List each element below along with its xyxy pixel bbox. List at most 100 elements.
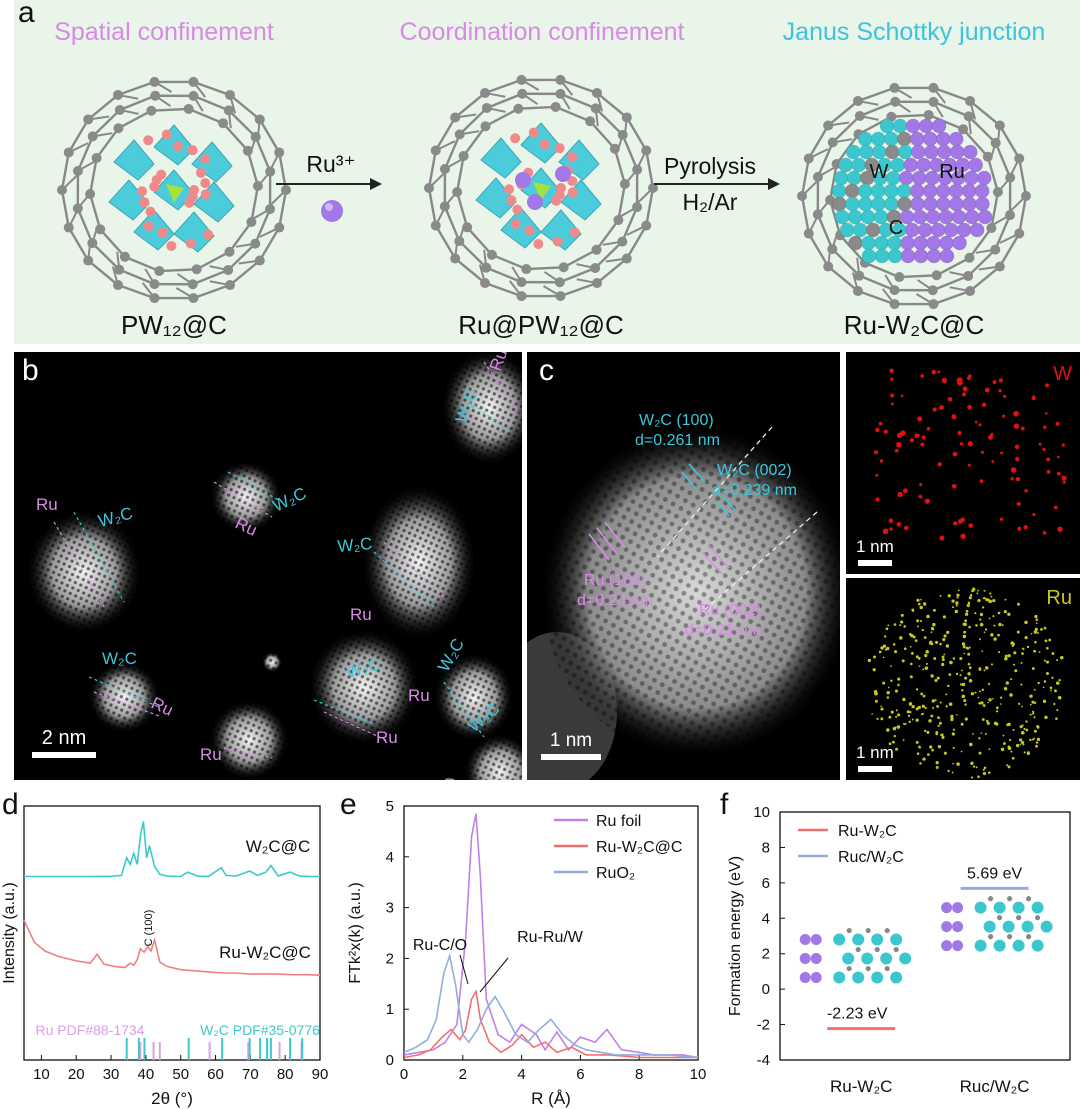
ru-signal-dot [952,762,954,765]
w-atom [873,209,889,225]
ru-signal-dot [991,697,994,700]
panel-c-stem-image: W₂C (100) d=0.261 nm W₂C (002) d=0.239 n… [527,412,840,780]
w-signal-dot [931,369,937,375]
c-atom [1007,934,1013,940]
lattice-fringe [53,521,105,608]
w-signal-dot [1042,447,1046,452]
w-signal-dot [920,374,925,378]
ru-signal-dot [993,721,998,725]
carbon-atom [632,202,643,213]
y-tick-label: -2 [757,1017,770,1034]
carbon-atom [803,153,814,164]
ru-signal-dot [968,679,973,683]
panel-a-illustration: W Ru C Spatial confinement Coordination co… [14,0,1080,344]
carbon-atom [555,88,566,99]
carbon-atom [928,96,939,107]
ru-signal-dot [919,746,921,749]
ru-signal-dot [1004,598,1007,601]
w-signal-dot [926,426,931,431]
w-atom [890,971,903,984]
carbon-atom [265,204,276,215]
y-tick-label: 0 [762,981,770,998]
carbon-atom [1021,191,1031,201]
oxygen-atom [533,238,544,249]
ru-signal-dot [884,648,888,651]
ru-signal-dot [874,699,878,703]
ru-signal-dot [990,595,993,598]
ru-signal-dot [872,668,876,672]
oxygen-atom [554,143,565,154]
ru-signal-dot [919,605,923,610]
carbon-atom [87,238,98,249]
ru-atom [974,183,990,199]
w-signal-dot [909,438,915,443]
carbon-atom [1005,210,1016,221]
ru-signal-dot [1045,671,1050,675]
x-tick-label: 70 [242,1066,259,1083]
ru-signal-dot [1023,751,1026,754]
w-signal-dot [967,404,972,410]
annotation-w2c-100-d: d=0.261 nm [635,432,720,449]
ru-atom [963,170,979,186]
ru-signal-dot [996,706,999,710]
w-signal-dot [924,498,931,504]
carbon-atom [83,114,94,125]
ru-atom [956,222,972,238]
w-signal-dot [956,377,963,384]
ru-signal-dot [892,726,897,731]
ru-signal-dot [915,718,919,722]
carbon-atom [521,264,532,275]
w-atom [1012,939,1025,952]
carbon-atom [83,255,94,266]
ru-signal-dot [1013,651,1017,655]
ru-signal-dot [1021,741,1025,745]
ru-signal-dot [915,740,919,744]
ru-signal-dot [1009,693,1013,697]
carbon-atom [149,293,160,304]
arrow-1-head [370,178,382,190]
ru-signal-dot [964,676,968,680]
ru-signal-dot [964,619,967,623]
w-atom [983,920,996,933]
ru-signal-dot [922,602,927,606]
ru-signal-dot [988,682,991,686]
carbon-atom [225,89,235,100]
phase-label-ru: Ru [36,495,58,514]
ru-signal-dot [947,684,950,688]
carbon-atom [430,145,441,156]
ru-atom [952,235,967,251]
carbon-atom [57,185,67,195]
w-signal-dot [1017,526,1022,531]
w-atom [839,222,855,238]
panel-letter-b: b [22,354,39,387]
ru-signal-dot [895,709,898,712]
ru-signal-dot [1033,649,1037,653]
carbon-atom [188,90,199,101]
w-signal-dot [1000,451,1004,455]
carbon-atom [853,286,863,297]
series-line-1 [403,989,698,1059]
carbon-atom [91,152,102,163]
ru-signal-dot [955,713,958,716]
y-axis-label: FTk²x(k) (a.u.) [347,882,364,983]
w-signal-dot [1046,457,1051,462]
ru-atom [799,972,811,984]
panel-letter-f: f [720,788,729,821]
series-label-ru-w2c-c: Ru-W₂C@C [219,943,311,962]
carbon-atom [894,272,905,283]
ru-signal-dot [925,662,928,665]
annotation-ru-c-o: Ru-C/O [413,937,467,954]
panel-b-stem-image: RuW₂CW₂CRuRuW₂CW₂CRuW₂CRuRuW₂CW₂CRuRuW₂C… [26,352,522,780]
w-signal-dot [1031,396,1036,401]
c-atom [997,915,1003,921]
y-tick-label: 5 [386,798,394,815]
carbon-atom [854,110,865,121]
ru-signal-dot [1022,647,1025,651]
ru-signal-dot [1051,652,1055,655]
ru-signal-dot [941,662,945,667]
ru-atom [949,144,965,160]
w-signal-dot [1053,505,1058,510]
ru-atom [903,157,919,173]
carbon-atom [648,183,658,193]
ru-signal-dot [977,589,980,592]
